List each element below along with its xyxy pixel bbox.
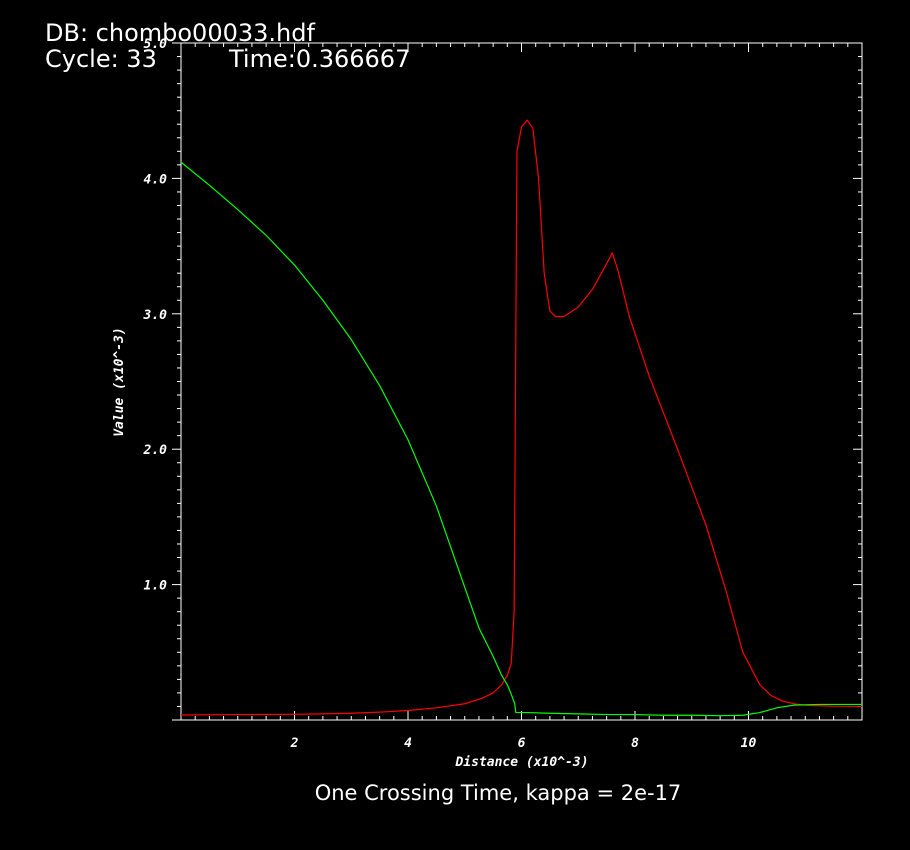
x-tick-label: 8	[631, 736, 639, 751]
y-tick-label: 4.0	[144, 172, 168, 187]
x-tick-label: 4	[404, 736, 412, 751]
series-line-2	[180, 161, 862, 717]
y-tick-label: 3.0	[143, 308, 168, 323]
time-label: Time:0.366667	[229, 45, 411, 73]
x-tick-label: 10	[741, 736, 757, 751]
x-tick-label: 6	[518, 736, 526, 751]
x-axis-label: Distance (x10^-3)	[454, 755, 588, 770]
y-tick-label: 5.0	[144, 37, 168, 52]
y-tick-label: 2.0	[143, 443, 168, 458]
series-line-1	[180, 119, 863, 716]
y-tick-label: 1.0	[144, 579, 168, 594]
plot-frame	[180, 42, 863, 721]
plot-caption: One Crossing Time, kappa = 2e-17	[314, 781, 682, 805]
y-axis-label: Value (x10^-3)	[112, 327, 127, 437]
database-label: DB: chombo00033.hdf	[45, 19, 315, 47]
cycle-label: Cycle: 33	[45, 45, 157, 73]
x-tick-label: 2	[290, 736, 299, 751]
